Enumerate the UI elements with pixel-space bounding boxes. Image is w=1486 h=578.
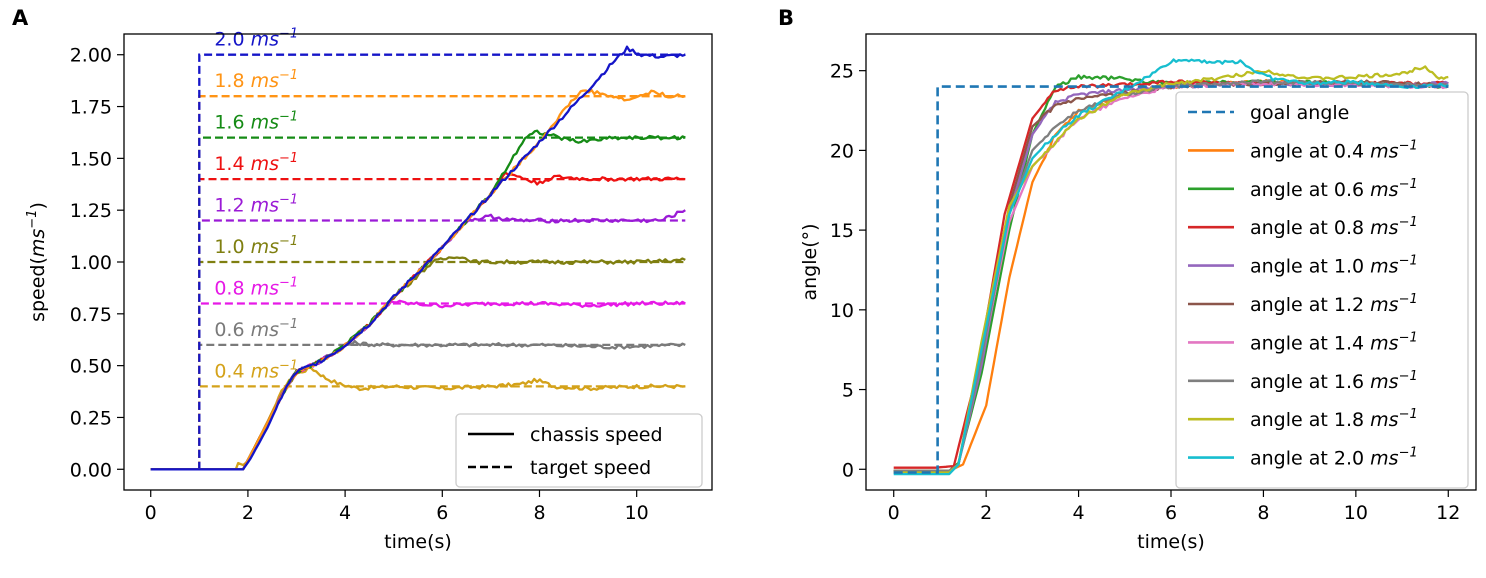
y-axis-label: angle(°) — [799, 223, 821, 300]
x-tick-label: 8 — [1257, 502, 1269, 524]
legend-label-chassis: chassis speed — [530, 424, 663, 446]
legend-box — [455, 413, 703, 488]
y-axis-label: speed(ms−1) — [25, 202, 49, 322]
angle-line-7 — [893, 65, 1449, 474]
plot-frame-a — [123, 33, 713, 491]
x-tick-label: 6 — [1165, 502, 1177, 524]
series-label-5: 1.4 ms−1 — [214, 151, 298, 175]
x-tick-label: 10 — [1344, 502, 1368, 524]
legend-label: angle at 1.4 ms−1 — [1250, 330, 1418, 354]
series-label-4: 1.2 ms−1 — [214, 193, 298, 217]
x-tick-label: 8 — [533, 502, 545, 524]
y-tick-label: 0.75 — [70, 304, 112, 326]
y-tick-label: 0.50 — [70, 356, 112, 378]
x-tick-label: 10 — [625, 502, 649, 524]
plot-area-a — [150, 45, 686, 471]
series-label-3: 1.0 ms−1 — [214, 234, 298, 258]
x-axis-label: time(s) — [384, 531, 452, 553]
y-tick-label: 5 — [842, 380, 854, 402]
y-tick-label: 0.25 — [70, 407, 112, 429]
legend-label: angle at 1.2 ms−1 — [1250, 292, 1418, 316]
series-label-6: 1.6 ms−1 — [214, 110, 298, 134]
y-tick-label: 1.50 — [70, 148, 112, 170]
legend-label: angle at 2.0 ms−1 — [1250, 446, 1418, 470]
legend-label-target: target speed — [530, 457, 651, 479]
y-tick-label: 1.00 — [70, 252, 112, 274]
y-tick-label: 10 — [830, 300, 854, 322]
y-tick-label: 1.75 — [70, 97, 112, 119]
x-tick-label: 6 — [436, 502, 448, 524]
y-tick-label: 2.00 — [70, 45, 112, 67]
chassis-speed-line-0 — [150, 366, 686, 471]
y-tick-label: 25 — [830, 61, 854, 83]
legend-label: angle at 1.0 ms−1 — [1250, 254, 1418, 278]
x-tick-label: 0 — [145, 502, 157, 524]
series-label-7: 1.8 ms−1 — [214, 68, 298, 92]
series-label-1: 0.6 ms−1 — [214, 317, 298, 341]
legend-box — [1175, 91, 1469, 489]
y-tick-label: 0.00 — [70, 459, 112, 481]
series-label-2: 0.8 ms−1 — [214, 275, 298, 299]
legend-label: angle at 0.4 ms−1 — [1250, 138, 1418, 162]
series-label-0: 0.4 ms−1 — [214, 358, 298, 382]
panel-label: A — [12, 6, 29, 30]
legend-label: angle at 0.6 ms−1 — [1250, 177, 1418, 201]
legend-label: angle at 0.8 ms−1 — [1250, 215, 1418, 239]
legend-b: goal angle angle at 0.4 ms−1 angle at 0.6 … — [1175, 91, 1469, 489]
x-tick-label: 2 — [980, 502, 992, 524]
legend-a: chassis speed target speed — [455, 413, 703, 488]
y-tick-label: 20 — [830, 140, 854, 162]
x-tick-label: 12 — [1436, 502, 1460, 524]
panel-label: B — [778, 6, 794, 30]
series-label-8: 2.0 ms−1 — [214, 27, 298, 51]
x-tick-label: 4 — [339, 502, 351, 524]
plot-frame-b — [865, 33, 1477, 491]
chassis-speed-line-8 — [150, 45, 686, 471]
x-tick-label: 4 — [1073, 502, 1085, 524]
x-tick-label: 2 — [242, 502, 254, 524]
angle-line-8 — [893, 58, 1449, 476]
plot-area-b — [893, 58, 1449, 476]
legend-label: angle at 1.8 ms−1 — [1250, 407, 1418, 431]
legend-label: angle at 1.6 ms−1 — [1250, 369, 1418, 393]
y-tick-label: 15 — [830, 220, 854, 242]
y-tick-label: 0 — [842, 459, 854, 481]
x-tick-label: 0 — [888, 502, 900, 524]
goal-angle-line — [893, 85, 1449, 474]
x-axis-label: time(s) — [1137, 531, 1205, 553]
legend-label: goal angle — [1250, 102, 1349, 124]
y-tick-label: 1.25 — [70, 200, 112, 222]
